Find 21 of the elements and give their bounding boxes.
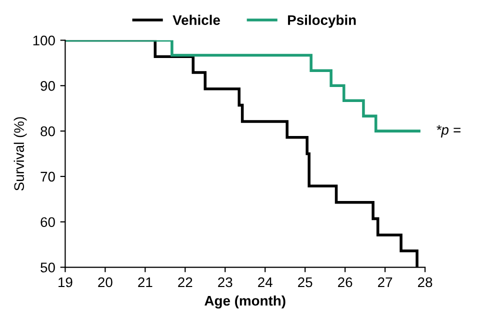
y-axis-title: Survival (%) (14, 117, 27, 191)
y-tick-label: 80 (40, 126, 55, 136)
x-tick-label: 25 (298, 277, 312, 288)
x-tick-label: 26 (338, 277, 352, 288)
x-tick-label: 22 (178, 277, 192, 288)
y-tick-label: 70 (40, 172, 55, 182)
y-tick-label: 60 (40, 217, 55, 228)
y-tick-label: 50 (40, 262, 55, 272)
x-tick-label: 28 (418, 277, 432, 288)
legend-label: Vehicle (172, 14, 220, 26)
y-tick-label: 90 (40, 80, 55, 91)
x-axis-title: Age (month) (204, 295, 286, 308)
y-tick-label: 100 (33, 36, 55, 46)
x-tick-label: 27 (378, 277, 392, 288)
x-tick-label: 20 (98, 277, 112, 288)
x-tick-label: 23 (218, 277, 232, 288)
legend-label: Psilocybin (288, 14, 356, 28)
x-tick-label: 24 (258, 277, 272, 288)
text: *p = (436, 125, 460, 138)
x-tick-label: 19 (58, 277, 72, 288)
x-tick-label: 21 (138, 277, 152, 288)
